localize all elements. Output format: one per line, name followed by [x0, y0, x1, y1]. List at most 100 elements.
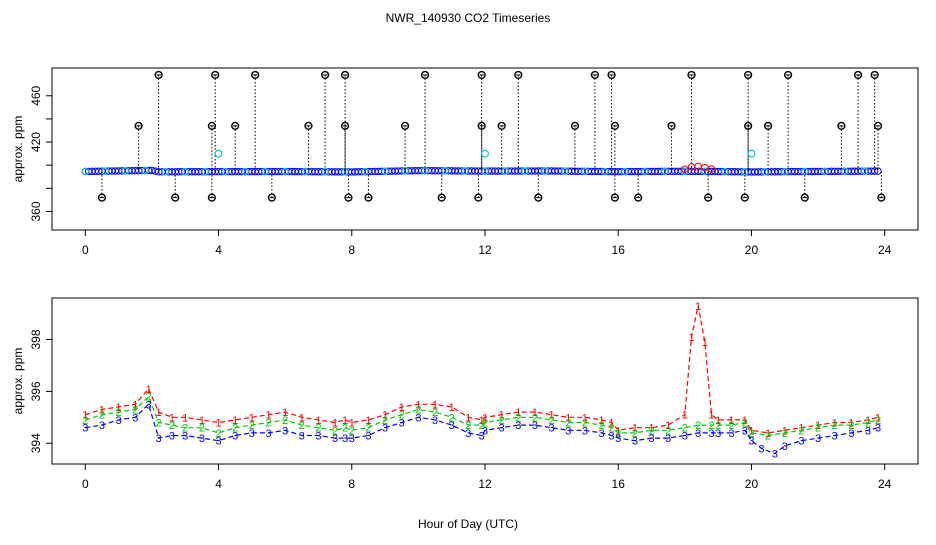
series-2-marker: 2 — [156, 418, 162, 430]
baseline-cyan-point — [101, 167, 109, 175]
spike-point — [134, 121, 143, 130]
series-2-marker: 2 — [748, 428, 754, 440]
series-2-line — [85, 395, 879, 437]
low-spikes-series — [97, 170, 886, 202]
series-3-marker: 3 — [465, 428, 471, 440]
series-1-marker: 1 — [648, 423, 654, 435]
series-2-marker: 2 — [532, 412, 538, 424]
series-1: 1 1 1 111 1 1 1 1 1 1 1 1 1 1 1 1 1 1 11 1 1 11 11 1 1 1 1 1 1 1 11 1 1 1… — [82, 301, 881, 440]
series-3-marker: 3 — [499, 423, 505, 435]
series-2-marker: 2 — [549, 415, 555, 427]
spike-point — [534, 193, 543, 202]
series-1-marker: 1 — [702, 337, 708, 349]
series-2-marker: 2 — [728, 420, 734, 432]
series-1-marker: 1 — [742, 415, 748, 427]
series-3-marker: 3 — [742, 425, 748, 437]
spike-point — [341, 121, 350, 130]
baseline-cyan-point — [201, 168, 209, 176]
series-1-marker: 1 — [848, 418, 854, 430]
chart-title: NWR_140930 CO2 Timeseries — [386, 11, 551, 25]
series-1-marker: 1 — [499, 410, 505, 422]
bottom-x-tick-label: 0 — [82, 477, 89, 491]
spike-point — [877, 193, 886, 202]
series-3-marker: 3 — [609, 430, 615, 442]
spike-point — [610, 121, 620, 130]
x-axis-label: Hour of Day (UTC) — [418, 517, 518, 531]
spike-point — [610, 193, 620, 202]
series-1-marker: 1 — [315, 415, 321, 427]
series-2-marker: 2 — [875, 415, 881, 427]
bottom-y-tick-label: 398 — [29, 329, 43, 349]
red-point — [707, 165, 716, 173]
series-1-marker: 1 — [515, 407, 521, 419]
spike-point — [420, 70, 430, 80]
top-y-tick-label: 460 — [29, 85, 43, 105]
baseline-cyan-point — [221, 167, 229, 176]
series-3-marker: 3 — [695, 428, 701, 440]
series-2-marker: 2 — [349, 425, 355, 437]
series-3-marker: 3 — [615, 433, 621, 445]
spike-point — [267, 193, 276, 202]
spike-point — [171, 193, 180, 202]
series-1-marker: 1 — [479, 415, 485, 427]
baseline-cyan-point — [721, 167, 729, 176]
bottom-x-tick-label: 24 — [878, 477, 892, 491]
series-1-marker: 1 — [415, 399, 421, 411]
bottom-x-tick-label: 8 — [348, 477, 355, 491]
baseline-cyan-point — [841, 167, 849, 175]
series-1-marker: 1 — [632, 423, 638, 435]
red-point — [701, 163, 709, 172]
series-2-marker: 2 — [99, 410, 105, 422]
top-x-tick-label: 0 — [82, 243, 89, 257]
spike-point — [590, 70, 600, 80]
series-3-marker: 3 — [532, 420, 538, 432]
series-1-marker: 1 — [432, 399, 438, 411]
series-3-marker: 3 — [582, 425, 588, 437]
top-y-axis-label: approx. ppm — [11, 116, 25, 183]
series-3-marker: 3 — [632, 436, 638, 448]
baseline-cyan-point — [681, 167, 689, 175]
series-3-marker: 3 — [82, 423, 88, 435]
series-1-marker: 1 — [549, 410, 555, 422]
series-3-marker: 3 — [848, 428, 854, 440]
series-2-marker: 2 — [146, 392, 152, 404]
baseline-cyan-point — [261, 167, 269, 176]
series-2-marker: 2 — [715, 420, 721, 432]
series-3-marker: 3 — [875, 423, 881, 435]
series-1-marker: 1 — [299, 412, 305, 424]
spike-point — [634, 193, 643, 202]
baseline-cyan-point — [521, 167, 529, 175]
spike-point — [704, 193, 713, 202]
series-1-marker: 1 — [715, 415, 721, 427]
series-2-marker: 2 — [648, 425, 654, 437]
series-2-marker: 2 — [599, 420, 605, 432]
series-2-marker: 2 — [479, 420, 485, 432]
spike-point — [97, 193, 107, 202]
series-3-marker: 3 — [648, 433, 654, 445]
series-3-marker: 3 — [728, 428, 734, 440]
series-1-marker: 1 — [565, 412, 571, 424]
series-1-marker: 1 — [615, 425, 621, 437]
spike-point — [207, 121, 216, 130]
series-3-marker: 3 — [515, 420, 521, 432]
series-3-marker: 3 — [232, 430, 238, 442]
baseline-cyan-point — [401, 167, 409, 175]
series-3-marker: 3 — [299, 430, 305, 442]
series-3-marker: 3 — [798, 436, 804, 448]
series-2-marker: 2 — [815, 423, 821, 435]
series-1-marker: 1 — [449, 402, 455, 414]
series-3-marker: 3 — [249, 428, 255, 440]
spike-point — [474, 193, 483, 202]
spike-point — [400, 121, 410, 130]
series-2-marker: 2 — [609, 423, 615, 435]
series-2-marker: 2 — [632, 428, 638, 440]
series-2-marker: 2 — [249, 420, 255, 432]
baseline-cyan-point — [381, 167, 389, 175]
series-3-marker: 3 — [479, 430, 485, 442]
series-3-marker: 3 — [169, 430, 175, 442]
series-3-marker: 3 — [432, 415, 438, 427]
series-3-marker: 3 — [146, 399, 152, 411]
series-2-marker: 2 — [332, 425, 338, 437]
series-3-marker: 3 — [865, 425, 871, 437]
series-2-marker: 2 — [665, 425, 671, 437]
